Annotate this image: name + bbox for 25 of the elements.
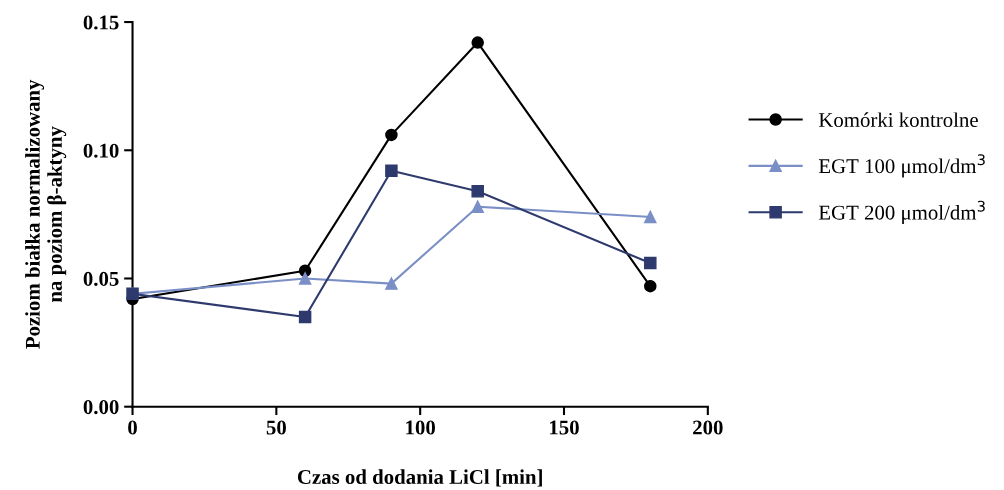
- point: [298, 272, 312, 285]
- legend-label: Komórki kontrolne: [818, 112, 978, 128]
- point: [471, 36, 484, 49]
- y-axis-title: Poziom białka normalizowany na poziom β-aktyny: [25, 79, 67, 349]
- x-tick-label: 200: [693, 420, 723, 435]
- y-tick-label: 0.00: [83, 400, 119, 415]
- point: [385, 128, 398, 142]
- point: [644, 256, 657, 270]
- x-tick-label: 150: [550, 420, 579, 435]
- legend-label: EGT 200 μmol/dm$^{3}$: [818, 200, 985, 224]
- point: [385, 277, 398, 290]
- x-tick-label: 0: [128, 420, 137, 435]
- x-tick-label: 50: [266, 420, 286, 435]
- legend-label: EGT 100 μmol/dm$^{3}$: [818, 154, 985, 178]
- x-axis-title: Czas od dodania LiCl [min]: [297, 469, 542, 487]
- point: [471, 185, 484, 198]
- point: [644, 210, 657, 224]
- x-tick-label: 100: [406, 420, 435, 435]
- point: [644, 279, 657, 293]
- y-tick-label: 0.05: [83, 271, 119, 287]
- point: [298, 310, 312, 324]
- point: [471, 200, 484, 213]
- point: [385, 164, 398, 178]
- y-tick-label: 0.15: [83, 15, 119, 30]
- y-tick-label: 0.10: [83, 143, 119, 158]
